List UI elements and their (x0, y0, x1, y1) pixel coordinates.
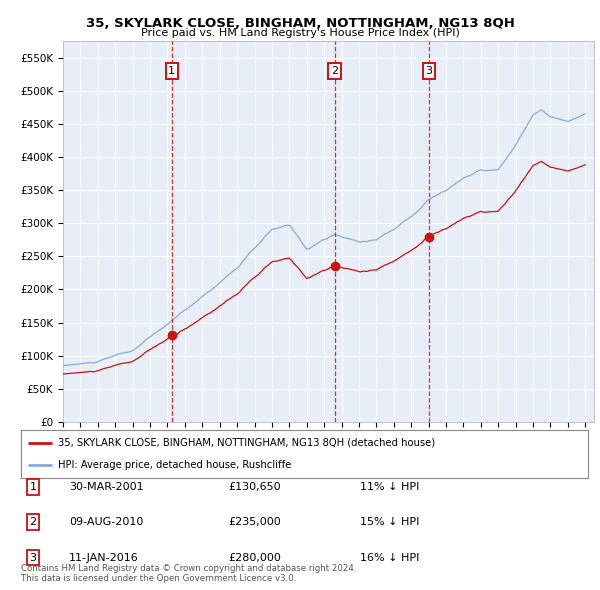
Text: HPI: Average price, detached house, Rushcliffe: HPI: Average price, detached house, Rush… (58, 460, 291, 470)
Text: Price paid vs. HM Land Registry's House Price Index (HPI): Price paid vs. HM Land Registry's House … (140, 28, 460, 38)
Text: £280,000: £280,000 (228, 553, 281, 562)
Text: 35, SKYLARK CLOSE, BINGHAM, NOTTINGHAM, NG13 8QH: 35, SKYLARK CLOSE, BINGHAM, NOTTINGHAM, … (86, 17, 514, 30)
Text: 35, SKYLARK CLOSE, BINGHAM, NOTTINGHAM, NG13 8QH (detached house): 35, SKYLARK CLOSE, BINGHAM, NOTTINGHAM, … (58, 438, 435, 448)
Text: 09-AUG-2010: 09-AUG-2010 (69, 517, 143, 527)
Text: 16% ↓ HPI: 16% ↓ HPI (360, 553, 419, 562)
Text: 1: 1 (29, 482, 37, 491)
Text: 3: 3 (425, 66, 433, 76)
Text: 1: 1 (169, 66, 175, 76)
Text: 30-MAR-2001: 30-MAR-2001 (69, 482, 143, 491)
Text: Contains HM Land Registry data © Crown copyright and database right 2024.
This d: Contains HM Land Registry data © Crown c… (21, 563, 356, 583)
Text: 2: 2 (29, 517, 37, 527)
Text: 11-JAN-2016: 11-JAN-2016 (69, 553, 139, 562)
Text: £130,650: £130,650 (228, 482, 281, 491)
Text: £235,000: £235,000 (228, 517, 281, 527)
Text: 3: 3 (29, 553, 37, 562)
Text: 15% ↓ HPI: 15% ↓ HPI (360, 517, 419, 527)
Text: 11% ↓ HPI: 11% ↓ HPI (360, 482, 419, 491)
Text: 2: 2 (331, 66, 338, 76)
